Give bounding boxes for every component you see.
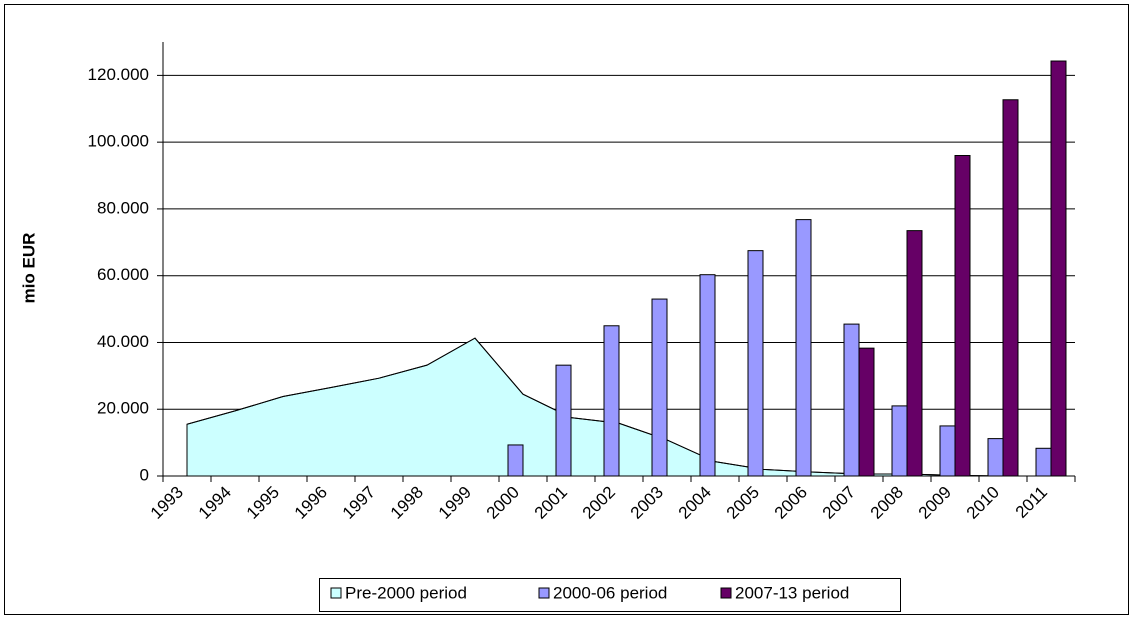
- y-tick-label: 80.000: [97, 198, 149, 217]
- bar: [891, 405, 908, 477]
- bar: [1035, 447, 1052, 477]
- bar: [987, 438, 1004, 477]
- bar: [555, 364, 572, 477]
- y-tick-label: 100.000: [88, 132, 149, 151]
- y-axis-label: mio EUR: [19, 233, 38, 304]
- bar: [858, 347, 875, 477]
- chart-border: [4, 4, 1129, 615]
- y-tick-label: 40.000: [97, 332, 149, 351]
- bar: [954, 155, 971, 477]
- bar: [699, 274, 716, 477]
- bar: [1050, 60, 1067, 477]
- bar: [939, 425, 956, 477]
- bar: [747, 250, 764, 477]
- bar: [603, 325, 620, 477]
- legend-swatch: [538, 587, 550, 599]
- bar: [651, 298, 668, 477]
- legend-label: Pre-2000 period: [345, 583, 467, 602]
- legend-label: 2007-13 period: [735, 583, 849, 602]
- y-tick-label: 20.000: [97, 399, 149, 418]
- bar: [795, 219, 812, 477]
- legend-label: 2000-06 period: [553, 583, 667, 602]
- y-tick-label: 120.000: [88, 65, 149, 84]
- bar: [1002, 99, 1019, 477]
- y-tick-label: 0: [140, 465, 149, 484]
- bar: [843, 323, 860, 477]
- legend-swatch: [720, 587, 732, 599]
- legend-box: [319, 578, 901, 612]
- bar: [906, 230, 923, 477]
- y-tick-label: 60.000: [97, 265, 149, 284]
- bar: [507, 444, 524, 477]
- legend-swatch: [330, 587, 342, 599]
